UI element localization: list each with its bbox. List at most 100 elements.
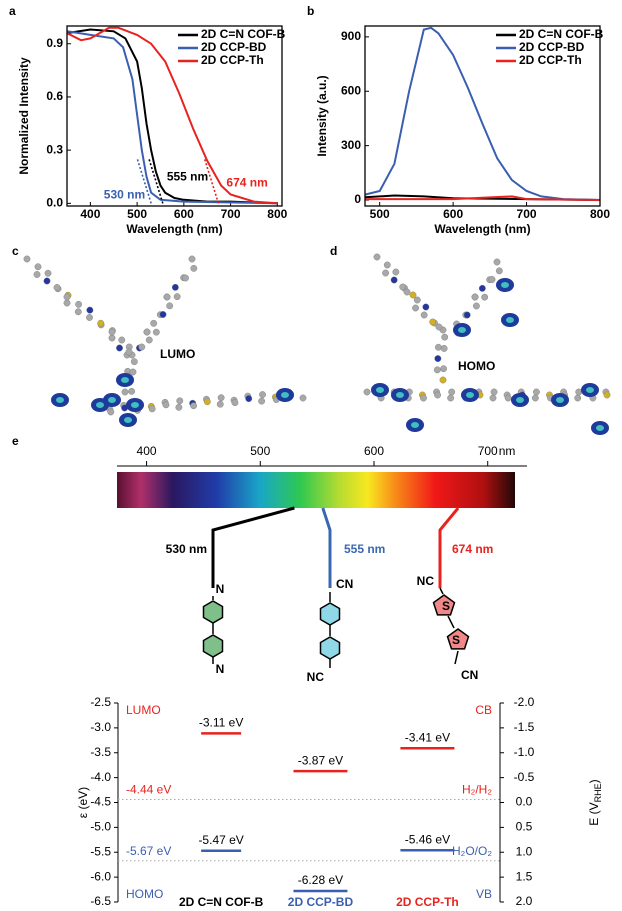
y-tick-label: 0.3 xyxy=(46,142,63,156)
atom xyxy=(441,333,449,341)
atom xyxy=(472,302,480,310)
atom xyxy=(75,300,83,308)
atom xyxy=(481,293,489,301)
atom-label: NC xyxy=(417,574,435,588)
atom xyxy=(23,255,31,263)
atom xyxy=(429,318,437,326)
ring xyxy=(202,600,224,624)
y2-tick-label: -2.0 xyxy=(514,695,535,709)
atom xyxy=(159,311,167,318)
reference-name: H₂O/O₂ xyxy=(452,844,492,858)
atom xyxy=(258,397,266,405)
atom xyxy=(188,255,196,263)
atom xyxy=(118,336,126,344)
atom xyxy=(412,304,419,312)
y2-tick-label: 0.5 xyxy=(516,820,533,834)
orbital-lobe-inner xyxy=(411,422,419,428)
x-tick-label: 700 xyxy=(517,207,537,221)
atom xyxy=(203,398,211,406)
level-value-label: -3.11 eV xyxy=(199,716,243,730)
legend-label: 2D CCP-BD xyxy=(519,40,585,54)
atom xyxy=(490,388,498,396)
orbital-lobe-inner xyxy=(458,327,466,333)
orbital-lobe-inner xyxy=(124,417,132,423)
atom xyxy=(448,388,456,396)
atom xyxy=(175,403,183,411)
y2-top-label: CB xyxy=(475,703,492,717)
band-label: 555 nm xyxy=(344,542,385,556)
x-tick-label: 500 xyxy=(127,207,147,221)
x-axis-label: Wavelength (nm) xyxy=(126,222,222,236)
band-label: 530 nm xyxy=(166,542,207,556)
reference-value-label: -4.44 eV xyxy=(126,783,171,797)
y-tick-label: 600 xyxy=(341,83,361,97)
atom xyxy=(108,334,116,342)
atom xyxy=(171,283,179,291)
reference-value-label: -5.67 eV xyxy=(126,844,171,858)
bond xyxy=(454,650,459,665)
ring xyxy=(432,594,456,616)
atom xyxy=(383,261,391,269)
orbital-lobe-inner xyxy=(56,397,64,403)
atom xyxy=(121,388,129,396)
atom-label: NC xyxy=(307,670,325,684)
atom xyxy=(409,291,417,299)
atom xyxy=(471,293,479,301)
atom xyxy=(447,394,455,402)
x-tick-label: 600 xyxy=(364,444,384,458)
x-axis-label: Wavelength (nm) xyxy=(434,222,530,236)
orbital-lobe-inner xyxy=(506,317,514,323)
ring xyxy=(446,628,470,650)
atom xyxy=(440,365,447,373)
x-tick-label: 400 xyxy=(80,207,100,221)
atom xyxy=(382,269,389,277)
annotation: 530 nm xyxy=(104,188,145,202)
y-tick-label: -4.5 xyxy=(90,795,111,809)
annotation: 555 nm xyxy=(167,170,208,184)
atom-label: S xyxy=(442,599,450,613)
panel-letter: b xyxy=(307,4,314,18)
atom xyxy=(97,319,105,327)
atom xyxy=(463,311,471,319)
annotation: 674 nm xyxy=(226,176,267,190)
panel-letter: a xyxy=(9,4,16,18)
plot-frame xyxy=(364,25,601,207)
atom xyxy=(152,328,160,336)
legend-label: 2D C=N COF-B xyxy=(519,27,604,41)
atom xyxy=(143,328,151,336)
bond xyxy=(447,615,455,629)
y-tick-label: -6.5 xyxy=(90,894,111,908)
atom xyxy=(86,314,93,321)
orbital-lobe-inner xyxy=(376,387,384,393)
y2-axis-label-part: RHE xyxy=(593,783,603,802)
atom xyxy=(231,399,239,407)
spectrum-bar xyxy=(117,472,515,508)
legend-label: 2D C=N COF-B xyxy=(201,27,286,41)
atom xyxy=(434,391,441,399)
atom xyxy=(130,358,138,366)
band-connector xyxy=(438,507,460,588)
atom xyxy=(173,293,181,301)
atom xyxy=(34,263,42,271)
y-axis-label: Normalized Intensity xyxy=(17,57,31,175)
y2-tick-label: 1.0 xyxy=(516,844,533,858)
legend-label: 2D CCP-BD xyxy=(201,40,267,54)
atom xyxy=(390,276,398,284)
atom-label: N xyxy=(216,582,225,596)
bond xyxy=(439,587,444,595)
y-tick-label: -2.5 xyxy=(90,695,111,709)
atom xyxy=(128,387,136,395)
atom xyxy=(504,394,512,402)
y2-tick-label: -1.0 xyxy=(514,745,535,759)
orbital-lobe-inner xyxy=(121,377,129,383)
atom xyxy=(435,323,443,331)
atom xyxy=(44,269,52,277)
x-tick-label: 700 xyxy=(221,207,241,221)
category-label: 2D CCP-BD xyxy=(288,895,354,909)
orbital-lobe-inner xyxy=(516,397,524,403)
category-label: 2D C=N COF-B xyxy=(179,895,264,909)
orbital-lobe-inner xyxy=(586,387,594,393)
atom xyxy=(86,306,94,314)
orbital-lobe-inner xyxy=(96,402,104,408)
